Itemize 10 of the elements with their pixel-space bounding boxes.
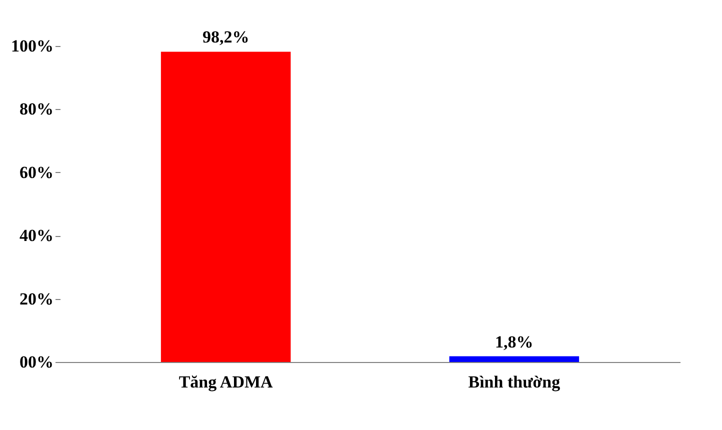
y-tick-label: 80% — [20, 100, 54, 119]
y-tick-label: 40% — [20, 226, 54, 246]
data-label: 1,8% — [495, 332, 534, 352]
y-tick-label: 00% — [20, 352, 54, 372]
x-tick-label: Bình thường — [468, 372, 561, 392]
x-tick-label: Tăng ADMA — [178, 372, 274, 392]
y-tick-label: 20% — [20, 289, 54, 308]
y-tick-label: 100% — [11, 36, 54, 56]
data-label: 98,2% — [202, 28, 250, 47]
y-tick-label: 60% — [20, 162, 54, 182]
